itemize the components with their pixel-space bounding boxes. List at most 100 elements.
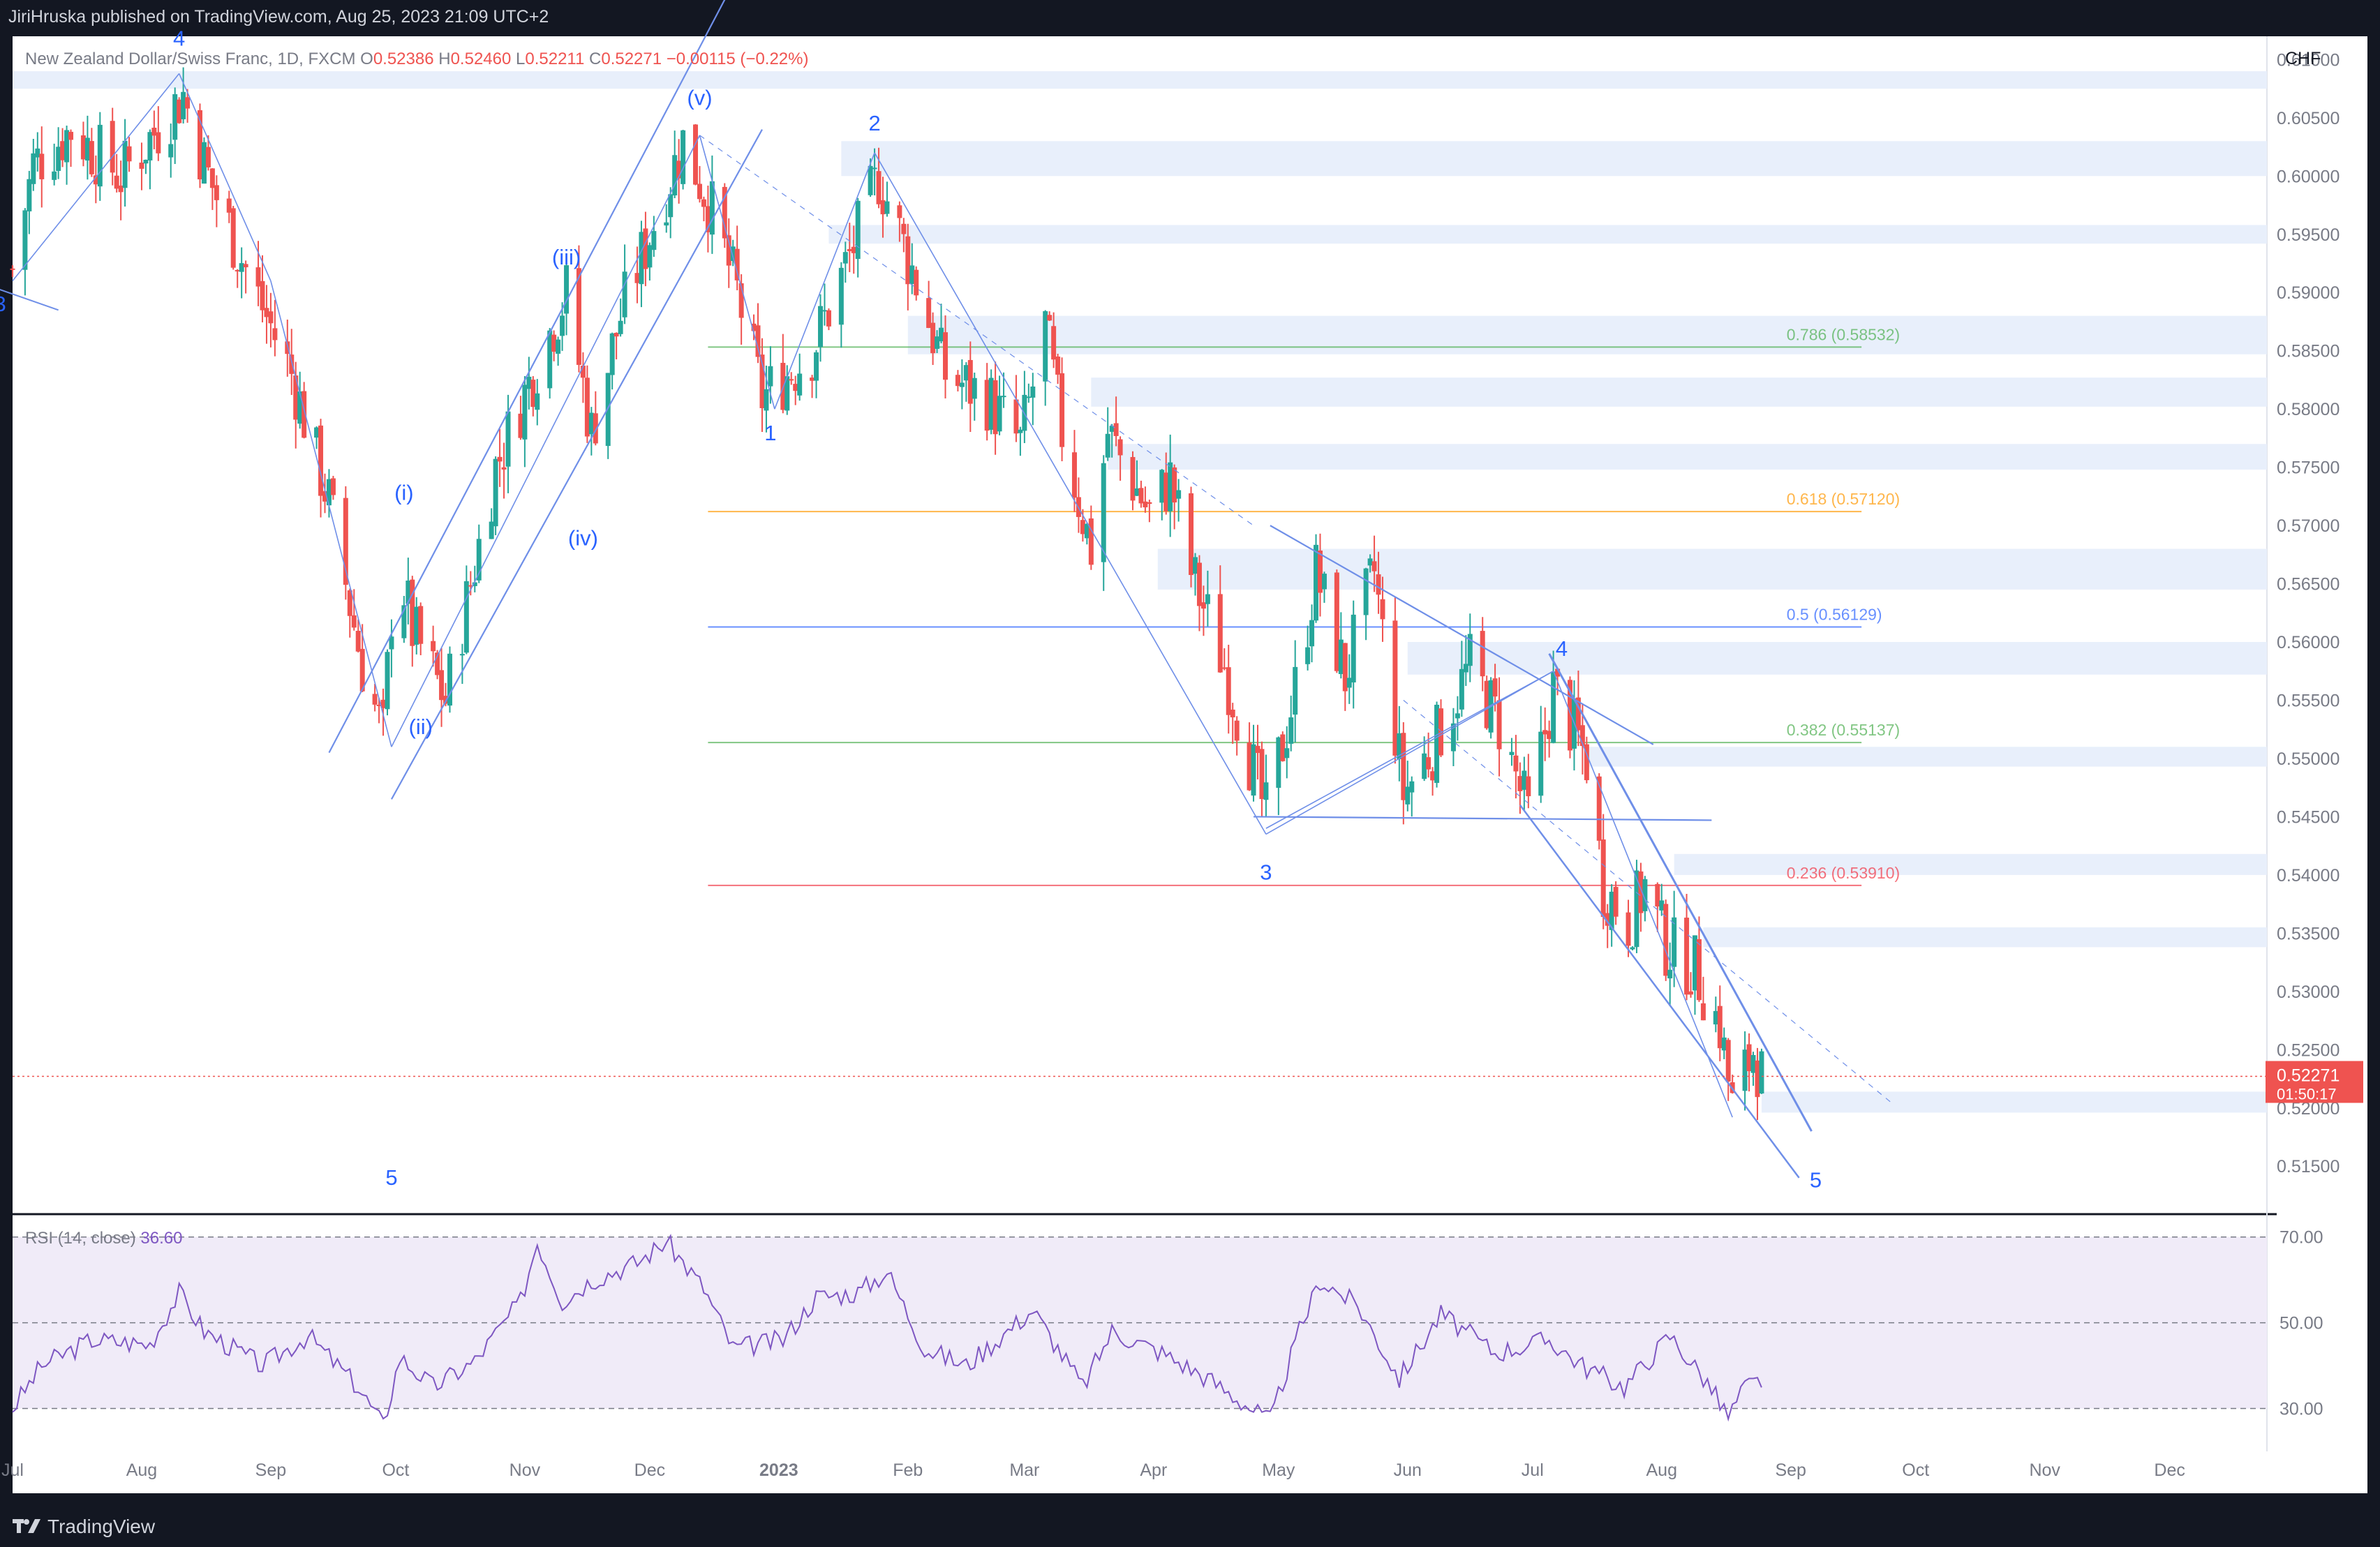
candle-body <box>1713 1010 1718 1025</box>
candle-body <box>1405 786 1411 805</box>
candle-body <box>343 498 348 585</box>
candle-body <box>431 641 436 652</box>
wave-line[interactable] <box>1552 671 1733 1118</box>
candle-body <box>1001 396 1006 398</box>
candle-body <box>613 332 619 337</box>
candle-body <box>1630 947 1635 950</box>
supply-zone[interactable] <box>841 141 2267 177</box>
wave-label[interactable]: 4 <box>1556 636 1568 661</box>
footer: TradingView <box>13 1516 155 1538</box>
supply-zone[interactable] <box>13 71 2267 89</box>
candle-body <box>1084 523 1089 539</box>
projection-line[interactable] <box>1403 700 1891 1103</box>
wave-line[interactable] <box>0 287 59 311</box>
candle-body <box>84 137 90 161</box>
wave-line[interactable] <box>178 73 272 281</box>
candle-body <box>530 380 536 408</box>
footer-brand: TradingView <box>47 1516 156 1537</box>
triangle-line[interactable] <box>1270 525 1654 745</box>
publish-line: JiriHruska published on TradingView.com,… <box>8 7 549 27</box>
candle-body <box>1513 755 1519 772</box>
diagonal-line[interactable] <box>1519 804 1800 1179</box>
wave-line[interactable] <box>12 73 180 282</box>
wave-label[interactable]: (i) <box>394 480 414 505</box>
wave-line[interactable] <box>1265 671 1554 835</box>
wave-label[interactable]: 2 <box>868 111 880 135</box>
candle-body <box>818 306 824 347</box>
triangle-line[interactable] <box>1254 816 1712 821</box>
wave-label[interactable]: (ii) <box>409 715 433 739</box>
symbol-legend[interactable]: New Zealand Dollar/Swiss Franc, 1D, FXCM… <box>25 50 808 68</box>
wave-line[interactable] <box>391 135 701 747</box>
candle-body <box>901 223 907 234</box>
wave-line[interactable] <box>699 135 775 410</box>
candle-body <box>318 425 324 496</box>
supply-zone[interactable] <box>1091 378 2267 407</box>
candle-body <box>1263 782 1269 800</box>
price-tick-label: 0.56500 <box>2277 575 2340 595</box>
wave-label[interactable]: 3 <box>1260 860 1272 885</box>
candle-body <box>1672 917 1677 967</box>
candle-body <box>963 365 969 381</box>
candle-body <box>1047 315 1053 321</box>
candle-body <box>1605 913 1610 926</box>
wave-line[interactable] <box>774 152 875 410</box>
candle-body <box>943 332 949 380</box>
wave-label[interactable]: (iii) <box>552 245 581 269</box>
candle-body <box>1467 634 1473 666</box>
candle-body <box>1609 891 1614 930</box>
candle-body <box>56 147 61 171</box>
wave-line[interactable] <box>270 281 392 747</box>
candle-body <box>1579 725 1585 747</box>
candle-body <box>730 246 736 262</box>
price-tick-label: 0.59500 <box>2277 225 2340 245</box>
projection-line[interactable] <box>699 135 1254 526</box>
wave-label[interactable]: 5 <box>1810 1167 1822 1192</box>
supply-zone[interactable] <box>1157 548 2267 590</box>
wave-label[interactable]: 5 <box>385 1165 397 1190</box>
candle-body <box>351 615 357 628</box>
currency-label[interactable]: CHF <box>2285 49 2321 68</box>
triangle-line[interactable] <box>1265 671 1554 829</box>
date-tick-label: Mar <box>1009 1460 1039 1480</box>
candle-body <box>197 110 202 180</box>
candle-body <box>988 378 994 430</box>
supply-zone[interactable] <box>907 315 2267 354</box>
supply-zone[interactable] <box>1407 642 2267 675</box>
candle-body <box>1105 433 1110 458</box>
wave-label[interactable]: 1 <box>764 421 776 445</box>
wave-line[interactable] <box>874 152 1267 835</box>
price-tick-label: 0.58000 <box>2277 400 2340 419</box>
supply-zone[interactable] <box>1761 1091 2267 1113</box>
supply-zone[interactable] <box>828 225 2267 244</box>
candle-body <box>1517 776 1523 791</box>
supply-zone[interactable] <box>1674 853 2267 875</box>
channel-line[interactable] <box>390 129 763 800</box>
supply-zone[interactable] <box>1108 444 2267 470</box>
candle-body <box>122 140 128 188</box>
wave-label[interactable]: 4 <box>173 26 185 50</box>
candle-body <box>668 194 674 218</box>
candle-body <box>435 652 440 675</box>
wave-label[interactable]: (v) <box>687 85 712 110</box>
candle-body <box>1346 678 1352 688</box>
rsi-series-line[interactable] <box>12 1234 1762 1422</box>
supply-zone[interactable] <box>1703 927 2267 948</box>
supply-zone[interactable] <box>1586 747 2267 767</box>
candle-body <box>930 322 936 354</box>
wave-label[interactable]: 3 <box>0 292 6 316</box>
candle-body <box>738 283 744 318</box>
channel-line[interactable] <box>328 0 733 754</box>
date-tick-label: 2023 <box>759 1460 798 1480</box>
wave-label[interactable]: (iv) <box>568 525 598 550</box>
rsi-legend[interactable]: RSI (14, close) 36.60 <box>25 1229 182 1248</box>
candle-body <box>52 171 57 180</box>
candle-body <box>201 142 207 184</box>
last-price-tag[interactable] <box>2266 1061 2363 1103</box>
candle-body <box>1351 614 1356 682</box>
diagonal-line[interactable] <box>1548 653 1813 1132</box>
date-tick-label: May <box>1262 1460 1295 1480</box>
candle-body <box>526 376 532 389</box>
